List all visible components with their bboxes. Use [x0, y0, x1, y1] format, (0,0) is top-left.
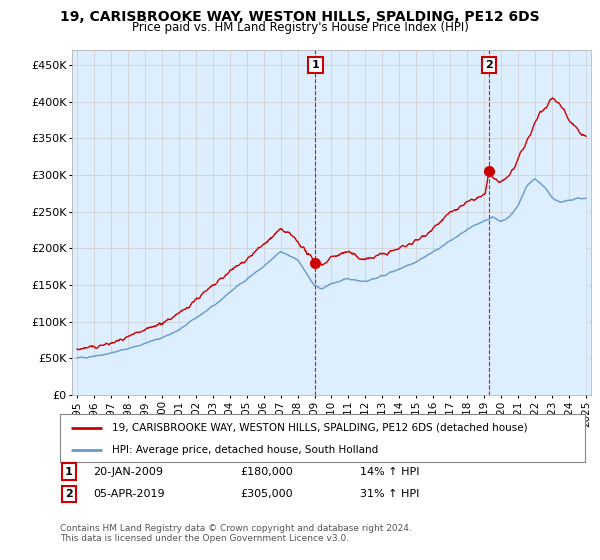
Text: 1: 1 [65, 466, 73, 477]
Text: 2: 2 [65, 489, 73, 499]
Text: £180,000: £180,000 [240, 466, 293, 477]
Text: 19, CARISBROOKE WAY, WESTON HILLS, SPALDING, PE12 6DS: 19, CARISBROOKE WAY, WESTON HILLS, SPALD… [60, 10, 540, 24]
Text: 20-JAN-2009: 20-JAN-2009 [93, 466, 163, 477]
Text: Price paid vs. HM Land Registry's House Price Index (HPI): Price paid vs. HM Land Registry's House … [131, 21, 469, 34]
Text: 19, CARISBROOKE WAY, WESTON HILLS, SPALDING, PE12 6DS (detached house): 19, CARISBROOKE WAY, WESTON HILLS, SPALD… [113, 423, 528, 433]
Text: 14% ↑ HPI: 14% ↑ HPI [360, 466, 419, 477]
Text: HPI: Average price, detached house, South Holland: HPI: Average price, detached house, Sout… [113, 445, 379, 455]
Text: 1: 1 [311, 60, 319, 70]
Text: £305,000: £305,000 [240, 489, 293, 499]
Text: 2: 2 [485, 60, 493, 70]
Text: 31% ↑ HPI: 31% ↑ HPI [360, 489, 419, 499]
Text: Contains HM Land Registry data © Crown copyright and database right 2024.
This d: Contains HM Land Registry data © Crown c… [60, 524, 412, 543]
Text: 05-APR-2019: 05-APR-2019 [93, 489, 164, 499]
